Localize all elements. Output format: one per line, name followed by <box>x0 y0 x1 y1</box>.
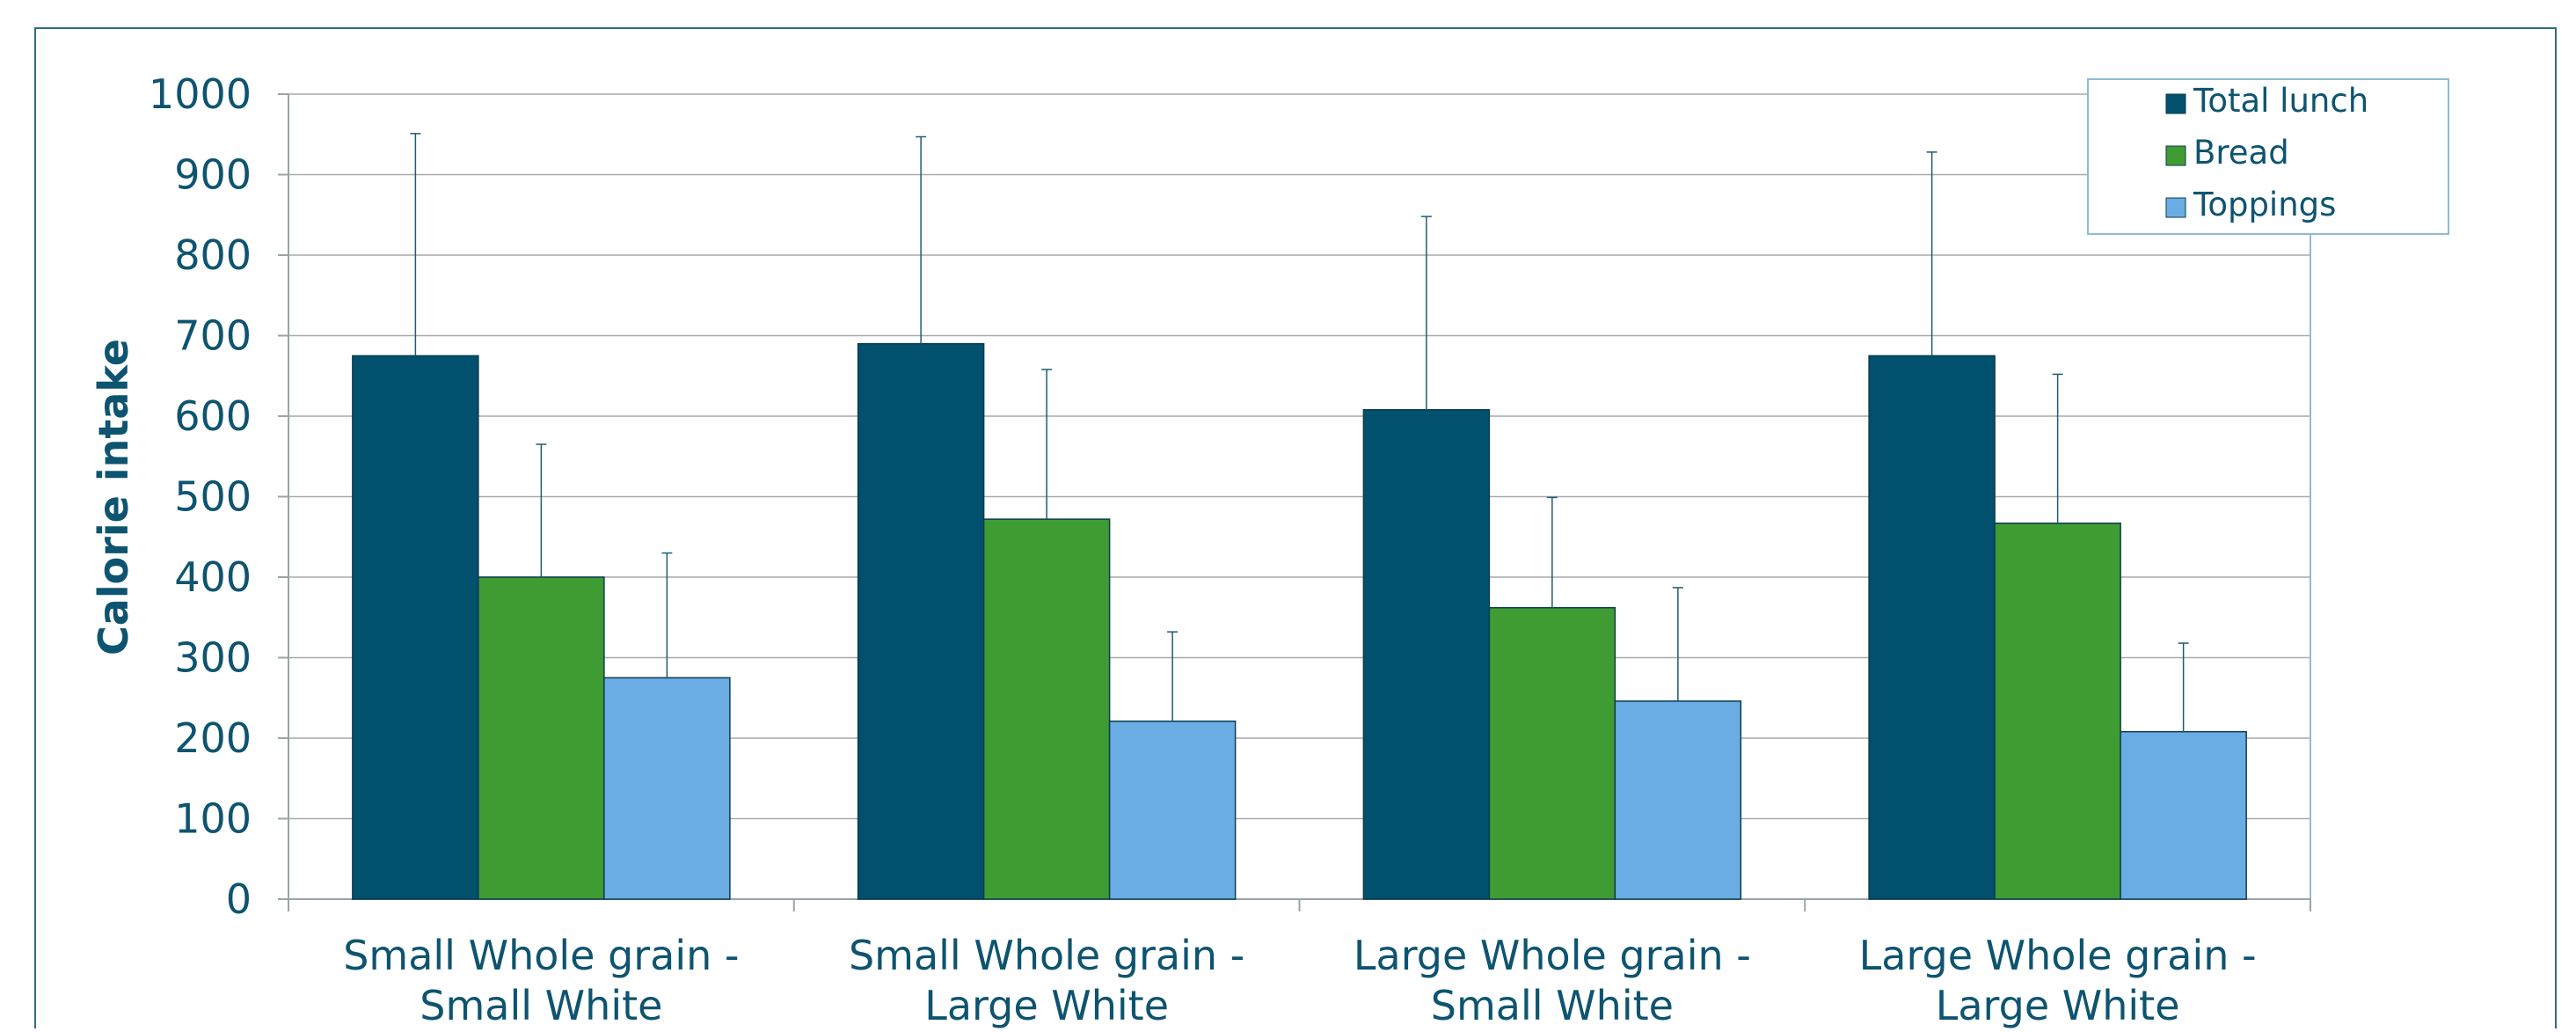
legend-label-1: Bread <box>2193 134 2289 172</box>
bar-bread-2 <box>1488 607 1616 900</box>
x-category-label-line: Large White <box>924 982 1169 1028</box>
bar-bread-1 <box>982 518 1111 900</box>
x-category-label-2: Large Whole grain -Small White <box>1354 932 1751 1028</box>
x-category-label-line: Small Whole grain - <box>849 932 1244 979</box>
y-axis-ticks: 0 100 200 300 400 500 600 700 800 900 1000 <box>149 70 288 923</box>
bar-toppings-2 <box>1614 700 1742 900</box>
y-tick-label-9: 900 <box>174 151 252 199</box>
legend: Total lunch Bread Toppings <box>2087 78 2449 235</box>
y-axis-label: Calorie intake <box>90 339 137 655</box>
y-tick-label-7: 700 <box>174 312 252 360</box>
bar-toppings-0 <box>603 677 731 900</box>
x-category-label-1: Small Whole grain -Large White <box>849 932 1244 1028</box>
bar-toppings-1 <box>1108 721 1237 900</box>
legend-swatch-1 <box>2165 145 2186 166</box>
x-category-label-line: Large White <box>1936 982 2180 1028</box>
y-tick-label-5: 500 <box>174 473 252 521</box>
legend-label-2: Toppings <box>2193 186 2336 223</box>
x-category-label-3: Large Whole grain -Large White <box>1859 932 2257 1028</box>
y-tick-label-10: 1000 <box>149 70 252 118</box>
bar-total-lunch-3 <box>1868 355 1996 900</box>
y-tick-label-8: 800 <box>174 231 252 279</box>
y-tick-label-1: 100 <box>174 795 252 843</box>
x-category-label-line: Small Whole grain - <box>343 932 739 979</box>
bar-total-lunch-2 <box>1362 408 1491 900</box>
y-tick-label-3: 300 <box>174 634 252 682</box>
legend-swatch-0 <box>2165 93 2186 114</box>
y-tick-label-2: 200 <box>174 714 252 762</box>
legend-swatch-2 <box>2165 197 2186 218</box>
bar-total-lunch-1 <box>857 342 985 900</box>
bar-bread-3 <box>1994 522 2121 900</box>
bar-toppings-3 <box>2120 730 2247 900</box>
bar-bread-0 <box>478 576 605 900</box>
error-bars-group <box>410 133 2189 732</box>
legend-label-0: Total lunch <box>2193 82 2368 120</box>
y-tick-label-6: 600 <box>174 392 252 440</box>
x-category-label-line: Large Whole grain - <box>1859 932 2257 979</box>
x-category-label-line: Small White <box>420 982 662 1028</box>
y-tick-label-4: 400 <box>174 553 252 601</box>
x-category-label-0: Small Whole grain -Small White <box>343 932 739 1028</box>
legend-box <box>2087 78 2449 235</box>
x-category-label-line: Small White <box>1431 982 1674 1028</box>
y-tick-label-0: 0 <box>226 875 252 923</box>
bars-group <box>352 342 2247 900</box>
x-category-label-line: Large Whole grain - <box>1354 932 1751 979</box>
bar-total-lunch-0 <box>352 355 479 900</box>
